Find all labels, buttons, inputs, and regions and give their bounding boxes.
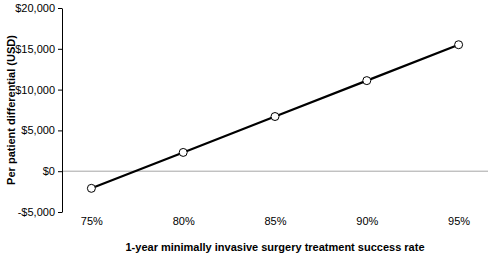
y-tick-mark xyxy=(58,49,62,50)
y-tick: -$5,000 xyxy=(18,206,62,218)
x-tick: 75% xyxy=(81,215,103,227)
x-tick-label: 75% xyxy=(81,215,103,227)
plot: -$5,000 $0 $5,000 $10,000 $15,000 $20,000 75% 8… xyxy=(15,2,488,227)
y-tick-label: $20,000 xyxy=(15,2,55,14)
chart: -$5,000 $0 $5,000 $10,000 $15,000 $20,000 75% 8… xyxy=(0,0,500,256)
x-tick: 80% xyxy=(173,215,195,227)
y-axis-line xyxy=(62,9,63,213)
x-axis-title: 1-year minimally invasive surgery treatm… xyxy=(126,241,425,253)
line xyxy=(91,45,458,189)
x-tick: 95% xyxy=(448,215,470,227)
point xyxy=(87,184,95,192)
y-axis: -$5,000 $0 $5,000 $10,000 $15,000 $20,000 xyxy=(15,2,62,218)
x-tick: 85% xyxy=(264,215,286,227)
x-axis: 75% 80% 85% 90% 95% xyxy=(81,215,470,227)
point xyxy=(363,77,371,85)
x-tick-label: 80% xyxy=(173,215,195,227)
x-tick: 90% xyxy=(356,215,378,227)
y-tick-label: $5,000 xyxy=(21,124,55,136)
y-tick: $10,000 xyxy=(15,84,62,96)
y-tick-mark xyxy=(58,90,62,91)
point xyxy=(179,148,187,156)
y-tick-label: $0 xyxy=(43,165,55,177)
y-tick: $20,000 xyxy=(15,2,62,14)
x-tick-label: 95% xyxy=(448,215,470,227)
y-tick-mark xyxy=(58,171,62,172)
y-tick-mark xyxy=(58,130,62,131)
marks xyxy=(87,41,462,193)
y-axis-title: Per patient differential (USD) xyxy=(5,35,17,185)
y-tick-mark xyxy=(58,8,62,9)
x-tick-label: 90% xyxy=(356,215,378,227)
y-tick-label: -$5,000 xyxy=(18,206,55,218)
point xyxy=(271,113,279,121)
x-tick-label: 85% xyxy=(264,215,286,227)
y-tick-mark xyxy=(58,212,62,213)
zero-line xyxy=(62,171,488,172)
point xyxy=(455,41,463,49)
y-tick: $0 xyxy=(43,165,62,177)
y-tick: $5,000 xyxy=(21,124,62,136)
y-tick-label: $10,000 xyxy=(15,84,55,96)
y-tick-label: $15,000 xyxy=(15,43,55,55)
y-tick: $15,000 xyxy=(15,43,62,55)
